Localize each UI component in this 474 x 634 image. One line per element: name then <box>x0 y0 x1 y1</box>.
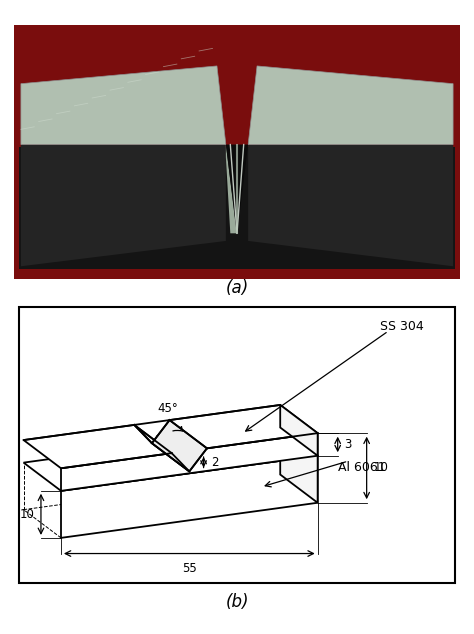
Text: 10: 10 <box>374 462 388 474</box>
Text: 3: 3 <box>345 438 352 451</box>
Polygon shape <box>226 145 237 233</box>
Text: (b): (b) <box>225 593 249 611</box>
Polygon shape <box>24 405 318 469</box>
Polygon shape <box>61 433 318 491</box>
Text: 2: 2 <box>211 456 219 469</box>
Polygon shape <box>248 66 453 145</box>
Text: (a): (a) <box>225 280 249 297</box>
Text: SS 304: SS 304 <box>380 320 424 333</box>
Polygon shape <box>280 427 318 503</box>
Polygon shape <box>21 66 226 145</box>
Text: 10: 10 <box>19 508 34 521</box>
Polygon shape <box>24 427 318 491</box>
Polygon shape <box>152 420 207 472</box>
Polygon shape <box>21 145 226 266</box>
Polygon shape <box>280 405 318 456</box>
Polygon shape <box>134 425 189 472</box>
Text: Al 6061: Al 6061 <box>338 461 385 474</box>
Polygon shape <box>226 145 248 236</box>
Text: 55: 55 <box>182 562 197 575</box>
Polygon shape <box>18 147 456 269</box>
Polygon shape <box>61 456 318 538</box>
Text: 45°: 45° <box>157 402 178 415</box>
Polygon shape <box>248 145 453 266</box>
